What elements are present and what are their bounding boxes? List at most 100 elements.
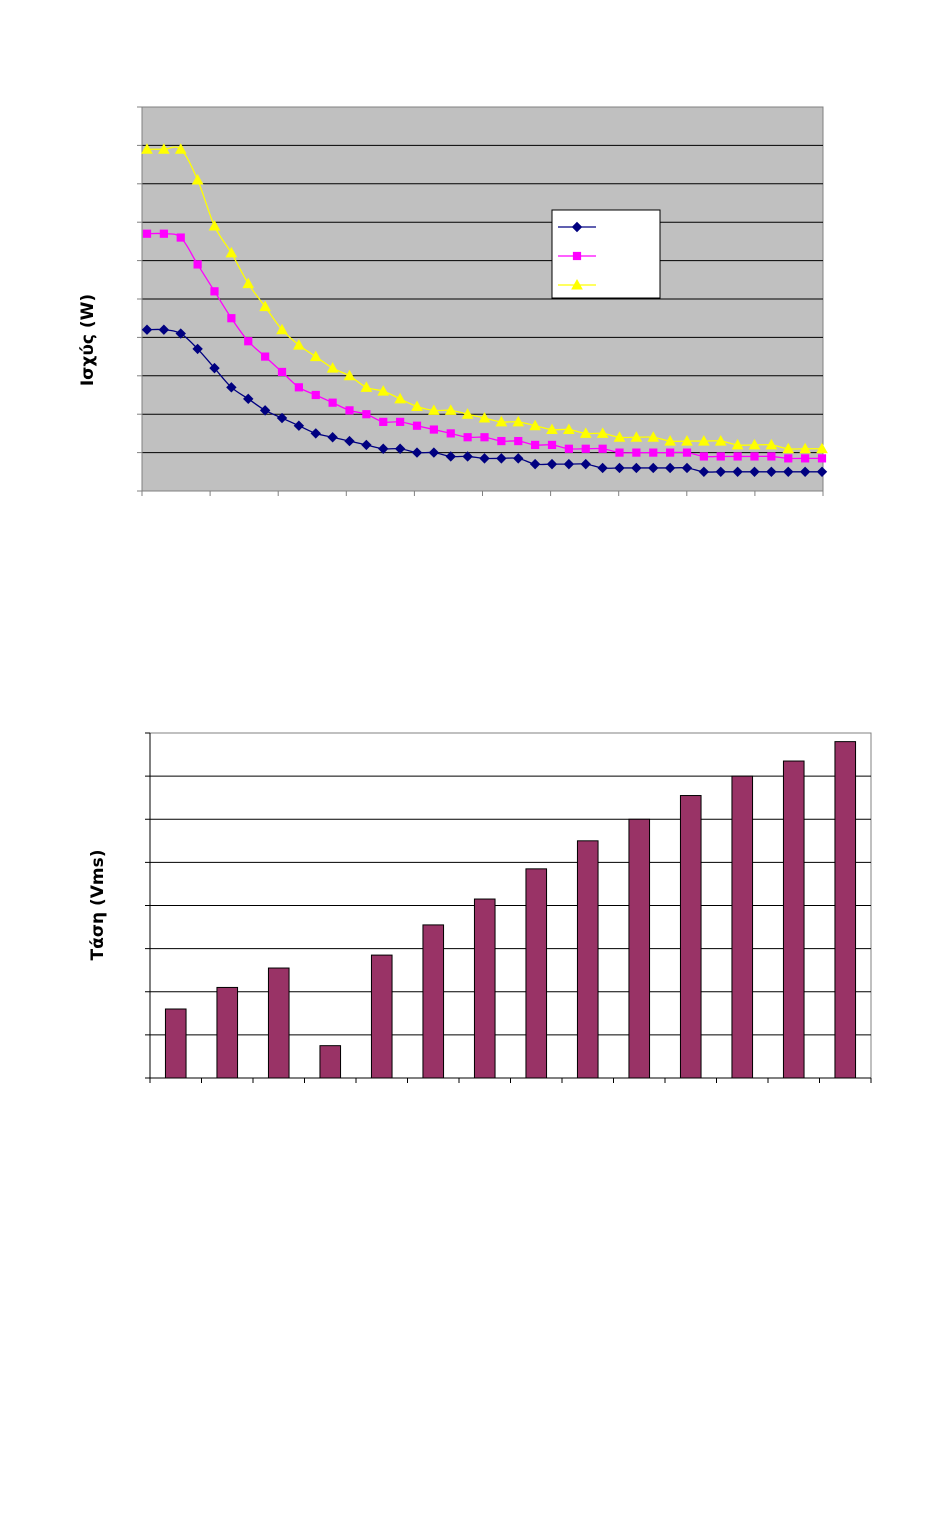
series-3 xyxy=(141,143,828,454)
data-point xyxy=(546,458,558,470)
data-point xyxy=(158,143,170,154)
data-point xyxy=(412,421,422,430)
data-point xyxy=(174,143,187,154)
data-point xyxy=(478,412,491,423)
data-point xyxy=(664,435,676,446)
data-point xyxy=(428,404,440,415)
data-point xyxy=(446,429,455,438)
legend-box xyxy=(551,209,661,299)
legend-entries xyxy=(558,221,596,290)
data-point xyxy=(715,466,726,478)
data-point xyxy=(514,436,523,446)
data-point xyxy=(326,362,339,373)
legend-marker xyxy=(571,221,583,233)
data-point xyxy=(563,423,575,435)
data-point xyxy=(649,448,658,457)
data-point xyxy=(513,453,524,464)
data-point xyxy=(360,381,373,392)
data-point xyxy=(698,435,710,446)
data-point xyxy=(159,229,168,238)
data-point xyxy=(344,435,355,447)
data-point xyxy=(294,383,303,392)
bar xyxy=(422,924,445,1079)
legend-marker xyxy=(571,278,583,290)
data-point xyxy=(765,438,778,450)
data-point xyxy=(714,435,727,446)
data-point xyxy=(141,143,153,154)
data-point xyxy=(411,400,423,412)
line-chart-legend xyxy=(551,209,661,299)
data-point xyxy=(361,439,372,451)
data-point xyxy=(378,443,389,454)
data-point xyxy=(293,339,305,350)
data-point xyxy=(495,415,508,427)
bar-chart: Τάση (Vms) xyxy=(88,732,872,1083)
data-point xyxy=(259,405,271,416)
data-point xyxy=(276,323,288,335)
data-point xyxy=(631,462,642,474)
legend-entry-3 xyxy=(558,278,596,290)
data-point xyxy=(259,300,271,312)
bar xyxy=(267,967,290,1079)
data-point xyxy=(784,454,793,463)
data-point xyxy=(142,229,152,238)
data-point xyxy=(276,412,288,424)
series-1 xyxy=(141,324,828,478)
data-point xyxy=(716,452,725,461)
bar xyxy=(679,795,702,1079)
data-point xyxy=(445,451,456,462)
data-point xyxy=(681,462,693,474)
data-point xyxy=(681,435,693,446)
data-point xyxy=(311,390,320,400)
data-point xyxy=(598,444,607,453)
line-chart-series xyxy=(141,143,828,478)
data-point xyxy=(664,462,676,474)
data-point xyxy=(208,220,221,231)
bar xyxy=(782,760,805,1079)
data-point xyxy=(225,246,238,258)
data-point xyxy=(647,431,660,442)
data-point xyxy=(731,438,744,450)
data-point xyxy=(293,420,305,431)
data-point xyxy=(429,425,438,434)
data-point xyxy=(328,398,337,407)
data-point xyxy=(547,440,557,450)
series-2 xyxy=(142,229,827,463)
data-point xyxy=(799,442,811,454)
bar-chart-axes xyxy=(145,732,872,1083)
data-point xyxy=(816,466,828,478)
data-point xyxy=(648,462,659,474)
data-point xyxy=(479,453,490,464)
data-point xyxy=(546,423,558,435)
legend-entry-2 xyxy=(558,251,596,261)
data-point xyxy=(563,458,575,470)
data-point xyxy=(767,452,776,461)
data-point xyxy=(496,453,507,464)
data-point xyxy=(782,442,795,454)
data-point xyxy=(377,385,390,396)
data-point xyxy=(766,466,777,478)
data-point xyxy=(529,419,541,431)
data-point xyxy=(461,408,474,419)
data-point xyxy=(192,343,203,355)
data-point xyxy=(630,431,643,442)
data-point xyxy=(345,406,354,415)
bar xyxy=(834,741,857,1079)
data-point xyxy=(480,433,489,442)
bar xyxy=(525,868,548,1079)
bar-chart-bars xyxy=(164,741,857,1079)
data-point xyxy=(801,454,810,463)
data-point xyxy=(666,448,675,457)
data-point xyxy=(310,428,321,439)
bar xyxy=(576,840,599,1079)
bar-chart-y-axis-title: Τάση (Vms) xyxy=(88,849,108,960)
data-point xyxy=(394,443,406,454)
data-point xyxy=(226,382,237,393)
data-point xyxy=(394,392,406,404)
line-chart-gridlines xyxy=(142,144,823,454)
data-point xyxy=(396,417,405,426)
data-point xyxy=(327,432,338,443)
data-point xyxy=(362,410,371,419)
data-point xyxy=(799,466,811,478)
